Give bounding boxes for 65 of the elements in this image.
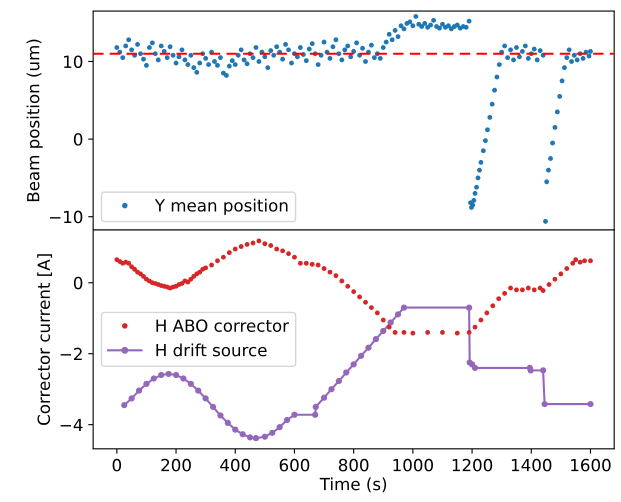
point bbox=[150, 375, 157, 382]
point bbox=[343, 369, 350, 376]
y-tick-label: −4 bbox=[60, 418, 82, 431]
point bbox=[400, 304, 408, 311]
point bbox=[528, 367, 534, 374]
point bbox=[328, 386, 335, 392]
point bbox=[158, 372, 164, 378]
point bbox=[312, 404, 319, 410]
y-tick-label: 0 bbox=[74, 133, 82, 146]
x-tick-label: 200 bbox=[161, 458, 191, 472]
x-tick-label: 1600 bbox=[571, 458, 611, 472]
point bbox=[180, 375, 187, 382]
y-axis-title: Corrector current [A] bbox=[37, 254, 52, 425]
point bbox=[540, 367, 546, 374]
point bbox=[365, 344, 372, 351]
point bbox=[195, 387, 202, 394]
x-tick-label: 0 bbox=[112, 458, 122, 472]
point bbox=[388, 319, 394, 326]
point bbox=[262, 434, 268, 440]
point bbox=[276, 424, 283, 430]
point bbox=[252, 435, 260, 442]
legend-label: H drift source bbox=[156, 344, 267, 356]
point bbox=[224, 420, 231, 426]
point bbox=[380, 328, 386, 334]
point bbox=[172, 372, 180, 378]
y-axis-title: Beam position (um) bbox=[26, 40, 43, 202]
point bbox=[284, 416, 290, 424]
y-tick-label: 0 bbox=[74, 276, 82, 290]
point bbox=[541, 400, 548, 408]
point bbox=[394, 311, 402, 318]
point bbox=[166, 370, 172, 378]
point bbox=[269, 430, 276, 436]
point bbox=[466, 304, 472, 311]
point bbox=[143, 380, 150, 387]
point bbox=[358, 352, 364, 359]
point bbox=[312, 412, 318, 418]
point bbox=[372, 336, 379, 342]
x-tick-label: 400 bbox=[220, 458, 250, 472]
point bbox=[587, 400, 594, 408]
point bbox=[121, 402, 128, 408]
y-tick-label: −10 bbox=[50, 210, 82, 224]
x-tick-label: 600 bbox=[280, 458, 310, 472]
legend-label: Y mean position bbox=[154, 198, 288, 215]
point bbox=[350, 361, 357, 368]
y-tick-label: −2 bbox=[60, 348, 82, 360]
point bbox=[217, 412, 224, 419]
point bbox=[320, 394, 328, 401]
point bbox=[128, 395, 135, 402]
point bbox=[210, 404, 216, 410]
point bbox=[472, 364, 478, 372]
point bbox=[136, 387, 142, 394]
point bbox=[188, 380, 194, 387]
x-tick-label: 1000 bbox=[393, 458, 433, 472]
point bbox=[240, 431, 246, 438]
x-axis-title: Time (s) bbox=[320, 477, 386, 492]
x-tick-label: 1200 bbox=[452, 458, 492, 472]
x-tick-label: 1400 bbox=[512, 458, 552, 472]
y-tick-label: 10 bbox=[64, 55, 82, 68]
point bbox=[202, 395, 209, 402]
x-tick-label: 800 bbox=[338, 458, 368, 472]
point bbox=[232, 426, 238, 433]
legend-label: H ABO corrector bbox=[156, 319, 290, 332]
point bbox=[291, 412, 298, 418]
point bbox=[336, 378, 342, 384]
point bbox=[246, 434, 254, 441]
